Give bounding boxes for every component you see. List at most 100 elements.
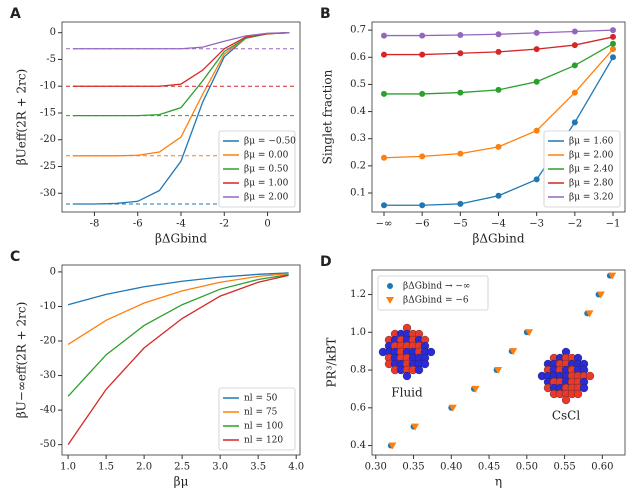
data-point [509, 348, 518, 356]
legend-box [218, 387, 296, 451]
legend-box [218, 130, 296, 208]
data-point [381, 32, 387, 39]
x-tick-label: −3 [529, 219, 544, 230]
data-point [610, 33, 616, 40]
plot-area [67, 272, 289, 446]
legend-label: βμ = 3.20 [569, 193, 614, 203]
data-point [381, 51, 387, 58]
data-point [419, 51, 426, 58]
series-line [67, 272, 289, 306]
y-tick-label: 1.0 [350, 327, 366, 338]
y-tick-label: 0.6 [350, 52, 366, 63]
panel-label: A [10, 6, 21, 22]
x-tick-label: 1.5 [98, 462, 114, 473]
particle [561, 395, 571, 405]
y-tick-label: 0.5 [350, 79, 366, 90]
x-tick-label: −1 [606, 219, 621, 230]
x-tick-label: 0.40 [440, 462, 462, 473]
x-axis-label: βμ [174, 475, 189, 489]
data-point [495, 31, 502, 38]
panel-label: D [320, 254, 332, 270]
y-tick-label: -40 [40, 405, 56, 416]
x-axis-label: βΔGbind [155, 232, 207, 246]
x-tick-label: 0.55 [553, 462, 575, 473]
legend-label: βμ = 2.80 [569, 179, 614, 189]
annotation: CsCl [552, 409, 581, 423]
plot-area [66, 32, 296, 205]
legend-label: βμ = 2.00 [569, 151, 614, 161]
data-point [571, 119, 578, 126]
legend-label: βΔGbind → −∞ [403, 282, 470, 292]
x-axis-label: η [495, 475, 502, 489]
particle [420, 359, 430, 369]
legend-label: nl = 100 [244, 422, 283, 432]
series-line [72, 32, 290, 50]
data-point [419, 32, 426, 39]
legend-box [543, 130, 621, 208]
data-point [533, 46, 540, 53]
data-point [495, 192, 502, 199]
legend: βμ = −0.50 βμ = 0.00 βμ = 0.50 βμ = 1.00 βμ … [218, 130, 296, 208]
data-point [419, 90, 426, 97]
y-tick-label: 0 [50, 266, 56, 277]
data-point [610, 54, 616, 61]
data-point [411, 423, 420, 431]
data-point [419, 202, 426, 209]
legend-swatch [386, 297, 394, 304]
y-tick-label: 0.6 [350, 402, 366, 413]
x-tick-label: 0.30 [365, 462, 387, 473]
data-point [608, 272, 617, 280]
data-point [610, 46, 616, 53]
data-point [381, 90, 387, 97]
x-tick-label: −6 [415, 219, 430, 230]
y-axis-label: βUeff(2R + 2rc) [15, 69, 29, 166]
y-tick-label: -10 [40, 81, 56, 92]
data-point [525, 329, 534, 337]
y-tick-label: 0.1 [350, 188, 366, 199]
legend: βμ = 1.60 βμ = 2.00 βμ = 2.40 βμ = 2.80 βμ =… [543, 130, 621, 208]
legend-label: βμ = 0.00 [244, 151, 289, 161]
legend-label: βμ = 2.40 [569, 165, 614, 175]
series-line [72, 32, 290, 87]
data-point [419, 153, 426, 160]
annotation: Fluid [391, 386, 423, 400]
data-point [596, 291, 605, 299]
data-point [457, 200, 464, 207]
x-tick-label: 2.0 [136, 462, 152, 473]
data-point [571, 89, 578, 96]
data-point [495, 48, 502, 55]
legend-label: βμ = −0.50 [244, 137, 296, 147]
data-point [457, 89, 464, 96]
x-tick-label: −∞ [376, 219, 393, 230]
data-point [457, 50, 464, 57]
plot-area [381, 27, 616, 209]
particle [579, 383, 589, 393]
data-point [495, 143, 502, 150]
plot-frame [61, 264, 301, 456]
y-axis-label: PR³/kBT [325, 337, 339, 387]
y-tick-label: 1.2 [350, 289, 366, 300]
y-tick-label: 0.4 [350, 440, 366, 451]
x-tick-label: -6 [133, 219, 143, 230]
y-tick-label: -30 [40, 188, 56, 199]
plot-frame [371, 269, 626, 456]
legend-box [377, 275, 489, 311]
legend-label: nl = 50 [244, 394, 278, 404]
series-line [67, 272, 289, 346]
x-tick-label: 3.0 [212, 462, 228, 473]
y-tick-label: 0.4 [350, 106, 366, 117]
legend-label: βμ = 0.50 [244, 165, 289, 175]
data-point [533, 176, 540, 183]
data-point [533, 127, 540, 134]
y-tick-label: -10 [40, 301, 56, 312]
data-point [494, 367, 503, 375]
y-tick-label: -5 [46, 54, 56, 65]
legend-swatch [387, 283, 393, 289]
y-axis-label: Singlet fraction [321, 69, 335, 164]
y-tick-label: -30 [40, 370, 56, 381]
x-tick-label: 0.50 [516, 462, 538, 473]
x-tick-label: 1.0 [60, 462, 76, 473]
data-point [571, 62, 578, 69]
particle [426, 347, 436, 357]
data-point [610, 27, 616, 34]
